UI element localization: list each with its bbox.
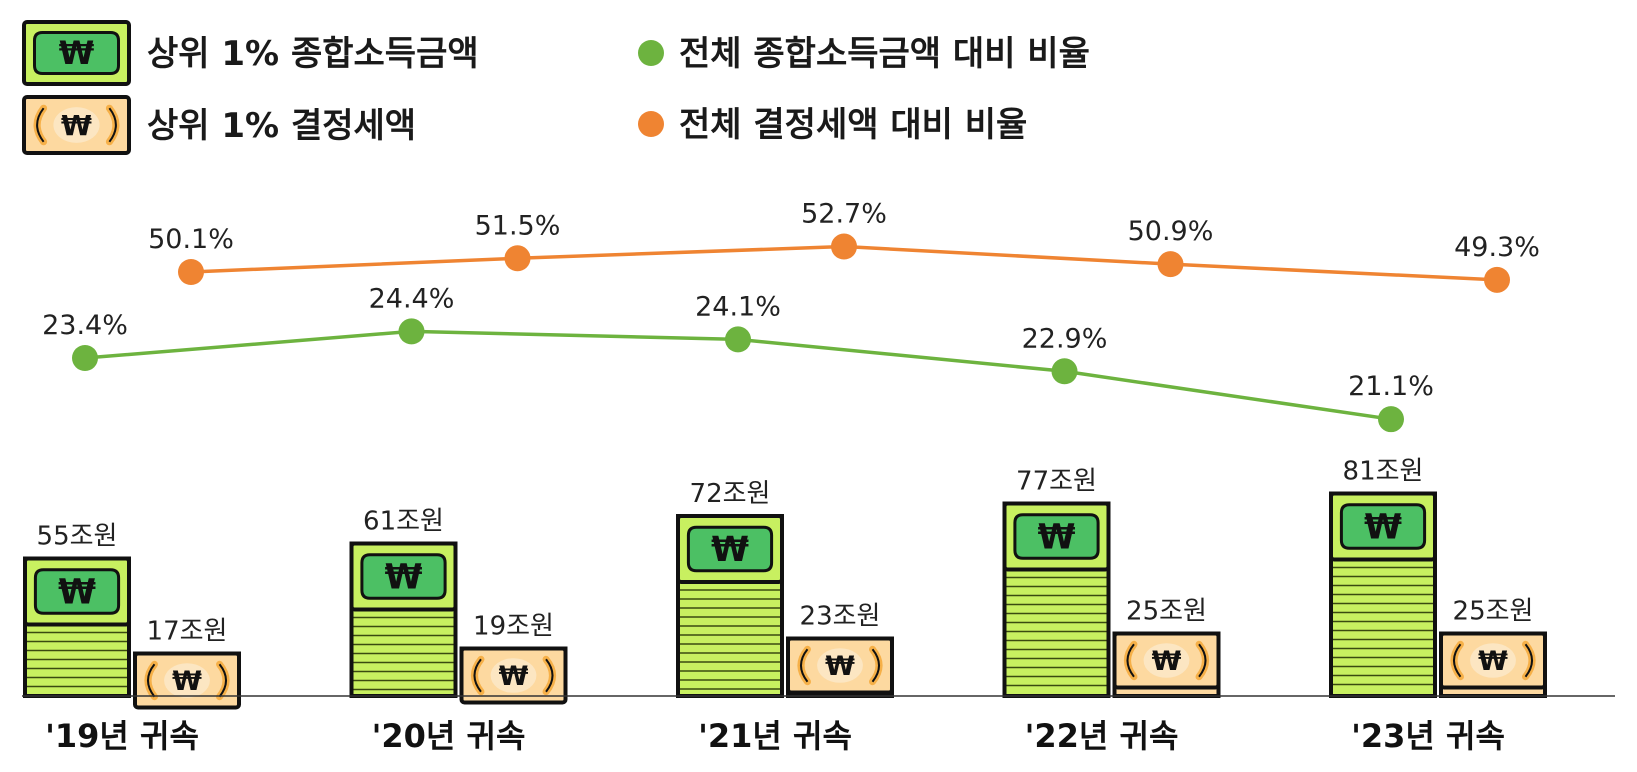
point-income-ratio [1051, 358, 1078, 385]
svg-text:₩: ₩ [711, 530, 749, 570]
point-value-label: 51.5% [475, 210, 561, 241]
svg-text:₩: ₩ [385, 557, 423, 597]
point-income-ratio [1378, 406, 1404, 433]
legend-item: 전체 종합소득금액 대비 비율 [638, 34, 1090, 74]
bar-tax: ₩ [459, 646, 568, 705]
point-income-ratio [72, 345, 98, 371]
point-value-label: 22.9% [1022, 323, 1108, 354]
legend-label: 상위 1% 결정세액 [147, 106, 416, 146]
green-dot-icon [638, 40, 664, 66]
point-value-label: 50.9% [1128, 216, 1214, 247]
bar-value-label: 61조원 [363, 507, 444, 537]
bar-income: ₩ [23, 556, 131, 698]
bar-income: ₩ [1329, 491, 1437, 698]
svg-text:₩: ₩ [1364, 507, 1402, 547]
green-banknote-icon: ₩ [1329, 491, 1437, 562]
green-banknote-icon: ₩ [23, 556, 131, 627]
point-tax-ratio [504, 245, 531, 272]
svg-text:₩: ₩ [825, 651, 855, 682]
orange-banknote-icon: ₩ [1439, 631, 1547, 690]
bar-tax: ₩ [786, 636, 894, 698]
bar-tax: ₩ [1112, 631, 1221, 698]
orange-banknote-icon: ₩ [459, 646, 568, 705]
bar-value-label: 55조원 [37, 522, 118, 552]
category-label: '21년 귀속 [698, 717, 852, 755]
bar-income: ₩ [349, 541, 458, 698]
category-label: '19년 귀속 [45, 717, 199, 755]
bar-value-label: 25조원 [1126, 597, 1207, 627]
svg-text:₩: ₩ [1152, 646, 1182, 677]
orange-banknote-icon: ₩ [1112, 631, 1221, 690]
bar-tax: ₩ [133, 651, 241, 710]
bar-value-label: 25조원 [1453, 597, 1534, 627]
orange-banknote-icon: ₩ [22, 95, 131, 155]
orange-dot-icon [638, 111, 664, 137]
category-label: '22년 귀속 [1025, 717, 1179, 755]
bar-income: ₩ [1002, 501, 1111, 698]
bar-value-label: 23조원 [800, 602, 881, 632]
svg-text:₩: ₩ [1038, 517, 1076, 557]
point-value-label: 52.7% [801, 199, 887, 230]
bar-value-label: 81조원 [1343, 457, 1424, 487]
point-income-ratio [725, 326, 751, 353]
bar-value-label: 72조원 [690, 479, 771, 509]
svg-text:₩: ₩ [59, 34, 95, 72]
point-income-ratio [398, 318, 425, 345]
bar-value-label: 17조원 [147, 617, 228, 647]
legend-label: 전체 종합소득금액 대비 비율 [679, 34, 1090, 74]
legend-label: 전체 결정세액 대비 비율 [679, 105, 1027, 145]
green-banknote-icon: ₩ [1002, 501, 1111, 572]
svg-text:₩: ₩ [61, 109, 92, 142]
bar-value-label: 19조원 [473, 612, 554, 642]
legend-label: 상위 1% 종합소득금액 [147, 34, 479, 74]
svg-text:₩: ₩ [1478, 646, 1508, 677]
legend-item: ₩ 상위 1% 결정세액 [22, 95, 416, 155]
orange-banknote-icon: ₩ [786, 636, 894, 695]
category-label: '20년 귀속 [372, 717, 526, 755]
point-tax-ratio [1157, 251, 1184, 278]
bar-value-label: 77조원 [1016, 467, 1097, 497]
point-value-label: 21.1% [1348, 371, 1434, 402]
legend-item: ₩ 상위 1% 종합소득금액 [22, 20, 479, 86]
svg-text:₩: ₩ [58, 572, 96, 612]
bar-series-layer: ₩55조원 ₩61조원 ₩72조원 ₩77조원 ₩81조원 ₩17조원 ₩19조원 ₩23조원… [23, 457, 1547, 710]
category-label: '23년 귀속 [1351, 717, 1505, 755]
point-value-label: 24.4% [369, 283, 455, 314]
point-value-label: 50.1% [148, 224, 234, 255]
line-series-layer: 50.1% 51.5% 52.7% 50.9% 49.3% 23.4% 24.4% 24.1%… [42, 199, 1540, 433]
green-banknote-icon: ₩ [349, 541, 458, 612]
orange-banknote-icon: ₩ [133, 651, 241, 710]
point-tax-ratio [831, 233, 857, 260]
green-banknote-icon: ₩ [676, 514, 784, 584]
svg-text:₩: ₩ [172, 666, 202, 697]
point-value-label: 49.3% [1454, 232, 1540, 263]
green-banknote-icon: ₩ [22, 20, 131, 86]
legend: ₩ 상위 1% 종합소득금액 ₩ 상위 1% 결정세액 전체 종합소득금액 대비 비율전… [22, 20, 1090, 155]
svg-text:₩: ₩ [499, 661, 529, 692]
bar-income: ₩ [676, 514, 784, 698]
bar-tax: ₩ [1439, 631, 1547, 698]
point-tax-ratio [1484, 266, 1510, 293]
legend-item: 전체 결정세액 대비 비율 [638, 105, 1027, 145]
point-value-label: 24.1% [695, 291, 781, 322]
x-axis-labels: '19년 귀속 '20년 귀속 '21년 귀속 '22년 귀속 '23년 귀속 [45, 717, 1505, 755]
point-tax-ratio [178, 259, 204, 285]
point-value-label: 23.4% [42, 310, 128, 341]
